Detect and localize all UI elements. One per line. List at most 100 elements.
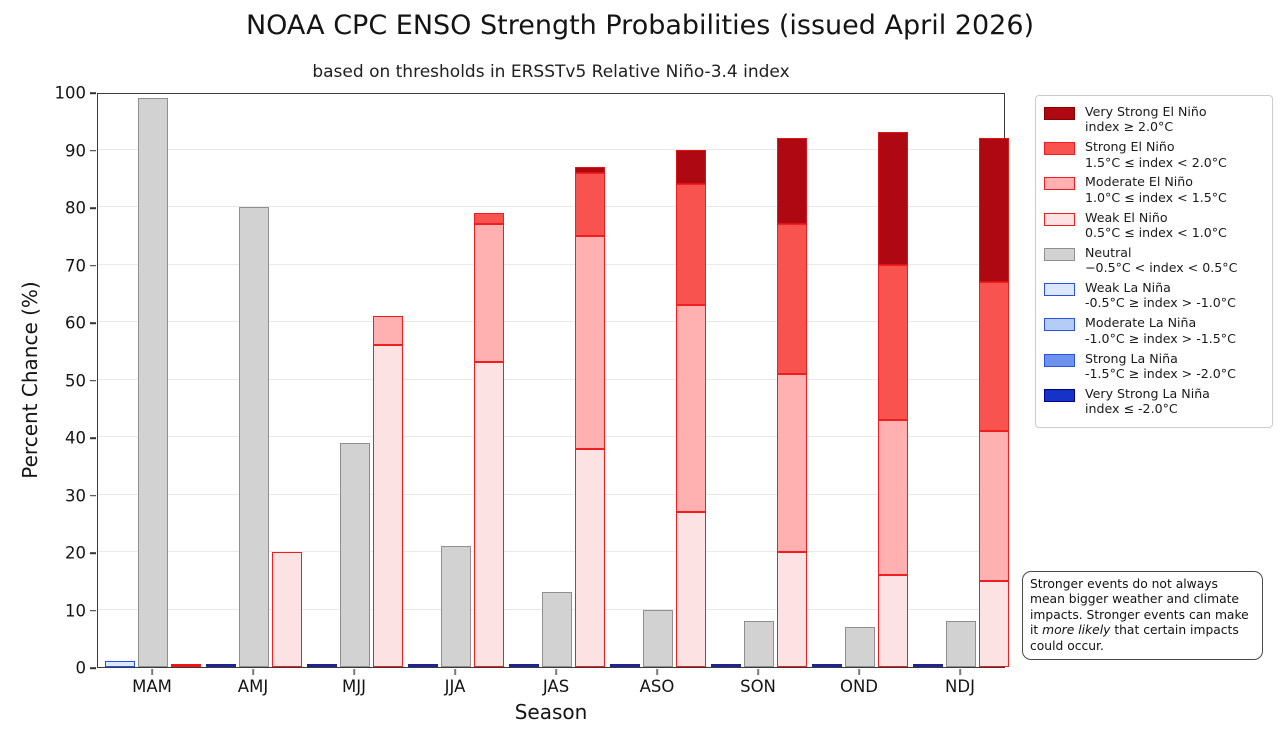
legend-item-4: Neutral −0.5°C < index < 0.5°C <box>1044 245 1264 276</box>
x-tick-mark <box>555 669 557 675</box>
note-text: Stronger events do not always mean bigge… <box>1030 577 1249 653</box>
y-tick-label-40: 40 <box>65 428 86 448</box>
legend-item-1: Strong El Niño 1.5°C ≤ index < 2.0°C <box>1044 139 1264 170</box>
legend-swatch-icon <box>1044 353 1075 367</box>
bar-segment-moderate-el-ni-o-SON <box>777 373 807 552</box>
legend-item-5: Weak La Niña -0.5°C ≥ index > -1.0°C <box>1044 280 1264 311</box>
y-tick-mark <box>90 379 96 382</box>
legend-item-3: Weak El Niño 0.5°C ≤ index < 1.0°C <box>1044 210 1264 241</box>
gridline-60 <box>98 321 1004 322</box>
x-tick-label-JJA: JJA <box>444 677 466 696</box>
x-tick-mark <box>858 669 860 675</box>
bar-segment-strong-el-ni-o-NDJ <box>979 281 1009 432</box>
legend-swatch-icon <box>1044 212 1075 226</box>
bar-segment-strong-el-ni-o-SON <box>777 224 807 374</box>
x-tick-mark <box>757 669 759 675</box>
bar-segment-very-strong-el-ni-o-OND <box>878 132 908 265</box>
legend-label: Weak El Niño 0.5°C ≤ index < 1.0°C <box>1085 209 1227 241</box>
legend-label: Strong El Niño 1.5°C ≤ index < 2.0°C <box>1085 139 1227 170</box>
y-tick-label-50: 50 <box>65 371 86 390</box>
zero-bar-la_nina-MJJ <box>307 664 337 667</box>
y-tick-mark <box>90 207 96 209</box>
bar-segment-very-strong-el-ni-o-ASO <box>676 149 706 184</box>
bar-segment-neutral-ASO <box>643 609 673 667</box>
x-tick-mark <box>353 669 355 675</box>
gridline-70 <box>98 263 1004 265</box>
legend-item-2: Moderate El Niño 1.0°C ≤ index < 1.5°C <box>1044 174 1264 205</box>
legend-swatch-icon <box>1044 142 1075 156</box>
gridline-90 <box>98 148 1004 150</box>
bar-segment-strong-el-ni-o-OND <box>878 264 908 420</box>
bar-segment-weak-el-ni-o-AMJ <box>272 552 302 667</box>
zero-bar-la_nina-JJA <box>408 664 438 667</box>
bar-segment-strong-el-ni-o-JAS <box>575 172 605 236</box>
y-tick-mark <box>90 667 96 669</box>
bar-segment-very-strong-el-ni-o-NDJ <box>979 138 1009 282</box>
x-tick-mark <box>454 669 456 675</box>
bar-segment-moderate-el-ni-o-MJJ <box>373 316 403 345</box>
gridline-80 <box>98 206 1004 207</box>
zero-bar-la_nina-NDJ <box>913 664 943 667</box>
x-tick-mark <box>656 669 658 675</box>
bar-segment-weak-el-ni-o-SON <box>777 552 807 667</box>
x-tick-label-MJJ: MJJ <box>342 677 366 696</box>
x-axis-label: Season <box>514 700 588 724</box>
legend-swatch-icon <box>1044 318 1075 332</box>
y-tick-mark <box>90 494 96 497</box>
chart-subtitle: based on thresholds in ERSSTv5 Relative … <box>312 62 790 82</box>
legend: Very Strong El Niño index ≥ 2.0°C Strong E… <box>1035 95 1273 428</box>
bar-segment-moderate-el-ni-o-OND <box>878 419 908 575</box>
zero-bar-la_nina-SON <box>711 664 741 667</box>
y-tick-mark <box>90 609 96 612</box>
y-tick-label-20: 20 <box>65 543 86 563</box>
bar-segment-neutral-JJA <box>441 546 471 667</box>
y-tick-label-80: 80 <box>65 198 86 218</box>
x-tick-label-MAM: MAM <box>132 677 172 696</box>
bar-segment-very-strong-el-ni-o-SON <box>777 138 807 225</box>
legend-label: Very Strong La Niña index ≤ -2.0°C <box>1085 385 1210 417</box>
bar-segment-weak-el-ni-o-JAS <box>575 448 605 667</box>
legend-label: Moderate La Niña -1.0°C ≥ index > -1.5°C <box>1085 315 1236 346</box>
x-tick-label-NDJ: NDJ <box>945 677 975 696</box>
bar-segment-neutral-AMJ <box>239 207 269 667</box>
y-tick-label-100: 100 <box>54 83 87 103</box>
bar-segment-strong-el-ni-o-ASO <box>676 184 706 305</box>
x-tick-mark <box>151 669 153 675</box>
bar-segment-neutral-NDJ <box>946 621 976 667</box>
legend-item-0: Very Strong El Niño index ≥ 2.0°C <box>1044 104 1264 135</box>
legend-swatch-icon <box>1044 247 1075 261</box>
zero-bar-la_nina-JAS <box>509 664 539 667</box>
bar-segment-neutral-MJJ <box>340 442 370 667</box>
y-tick-label-60: 60 <box>65 313 86 333</box>
bar-segment-moderate-el-ni-o-NDJ <box>979 431 1009 581</box>
bar-segment-weak-la-ni-a-MAM <box>105 661 135 667</box>
bar-segment-weak-el-ni-o-JJA <box>474 362 504 667</box>
bar-segment-strong-el-ni-o-JJA <box>474 212 504 225</box>
y-tick-mark <box>90 552 96 554</box>
bar-segment-weak-el-ni-o-MJJ <box>373 345 403 667</box>
bar-segment-moderate-el-ni-o-ASO <box>676 304 706 512</box>
y-tick-mark <box>90 322 96 324</box>
gridline-50 <box>98 378 1004 380</box>
bar-segment-neutral-JAS <box>542 592 572 667</box>
legend-label: Moderate El Niño 1.0°C ≤ index < 1.5°C <box>1085 174 1227 205</box>
bar-segment-neutral-MAM <box>138 97 168 667</box>
y-tick-mark <box>90 149 96 152</box>
plot-area <box>97 93 1009 668</box>
y-tick-mark <box>90 437 96 439</box>
y-tick-label-30: 30 <box>65 486 86 505</box>
bar-segment-moderate-el-ni-o-JJA <box>474 224 504 363</box>
zero-bar-la_nina-AMJ <box>206 664 236 667</box>
bar-segment-neutral-SON <box>744 621 774 667</box>
zero-bar-el_nino-MAM <box>171 664 201 667</box>
chart-title: NOAA CPC ENSO Strength Probabilities (is… <box>245 10 1035 41</box>
bar-segment-weak-el-ni-o-ASO <box>676 511 706 667</box>
bar-segment-weak-el-ni-o-NDJ <box>979 580 1009 667</box>
y-axis-label: Percent Chance (%) <box>18 281 42 479</box>
bar-segment-very-strong-el-ni-o-JAS <box>575 166 605 173</box>
legend-swatch-icon <box>1044 107 1075 120</box>
y-tick-mark <box>90 92 96 94</box>
note-box: Stronger events do not always mean bigge… <box>1022 571 1263 661</box>
gridline-30 <box>98 493 1004 495</box>
zero-bar-la_nina-OND <box>812 664 842 667</box>
